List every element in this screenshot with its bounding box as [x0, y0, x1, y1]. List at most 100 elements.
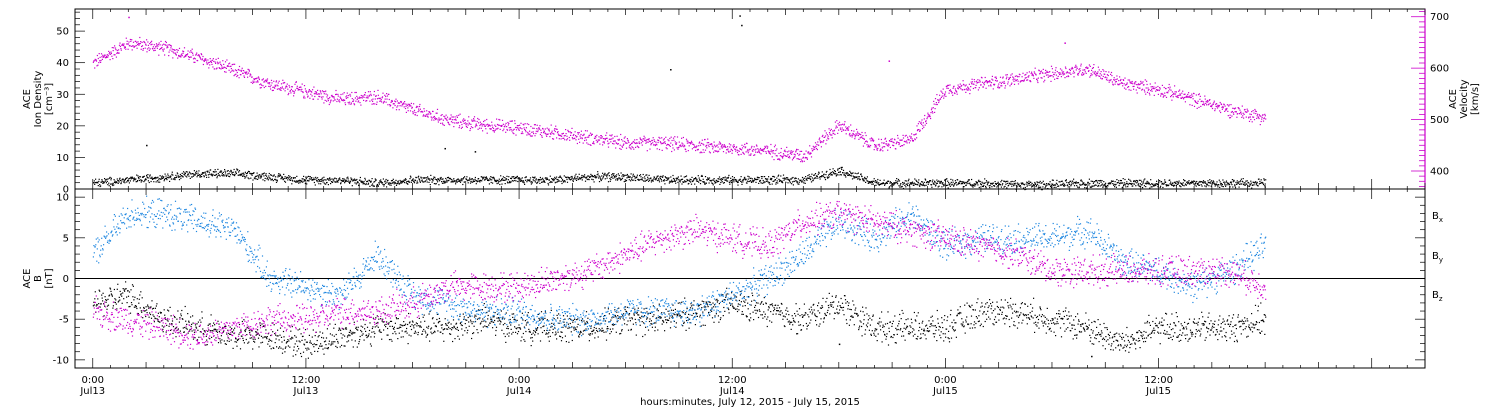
data-point	[919, 185, 921, 187]
data-point	[612, 177, 614, 179]
data-point	[732, 145, 734, 147]
data-point	[1017, 76, 1019, 78]
data-point	[278, 80, 280, 82]
data-point	[764, 146, 767, 148]
data-point	[1001, 85, 1003, 87]
data-point	[767, 150, 769, 152]
data-point	[1135, 81, 1137, 83]
data-point	[252, 179, 254, 181]
data-point	[818, 172, 820, 174]
data-point	[523, 182, 525, 184]
data-point	[177, 173, 179, 175]
data-point	[341, 99, 343, 101]
data-point	[555, 178, 557, 180]
data-point	[113, 54, 115, 56]
data-point	[755, 148, 757, 150]
data-point	[406, 104, 408, 107]
data-point	[873, 149, 875, 151]
data-point	[259, 175, 261, 177]
data-point	[377, 89, 379, 91]
data-point	[895, 143, 897, 145]
data-point	[805, 176, 807, 178]
data-point	[760, 182, 762, 184]
data-point	[1094, 72, 1096, 74]
data-point	[916, 180, 918, 182]
data-point	[331, 94, 333, 96]
data-point	[1054, 184, 1057, 186]
data-point	[437, 178, 439, 180]
data-point	[1139, 83, 1141, 85]
data-point	[996, 186, 998, 188]
data-point	[455, 119, 457, 121]
data-point	[290, 178, 292, 180]
data-point	[790, 178, 792, 180]
data-point	[328, 98, 330, 100]
data-point	[252, 82, 254, 84]
data-point	[198, 55, 200, 57]
data-point	[1231, 115, 1233, 117]
data-point	[398, 102, 400, 104]
data-point	[451, 119, 453, 121]
data-point	[1265, 118, 1267, 120]
data-point	[610, 141, 612, 143]
data-point	[392, 182, 394, 184]
data-point	[575, 135, 577, 137]
data-point	[606, 177, 608, 179]
data-point	[1014, 75, 1016, 77]
data-point	[313, 181, 315, 184]
data-point	[293, 91, 296, 93]
data-point	[494, 124, 496, 126]
data-point	[1000, 85, 1002, 87]
data-point	[343, 92, 345, 94]
data-point	[446, 181, 448, 183]
data-point	[347, 176, 349, 178]
data-point	[879, 145, 881, 147]
data-point	[512, 180, 514, 182]
data-point	[765, 180, 767, 182]
data-point	[441, 181, 443, 183]
data-point	[845, 176, 847, 178]
data-point	[680, 175, 682, 177]
data-point	[1132, 85, 1134, 88]
data-point	[1102, 186, 1104, 188]
data-point	[1008, 78, 1011, 80]
data-point	[274, 87, 276, 89]
data-point	[816, 149, 818, 151]
data-point	[991, 186, 993, 188]
data-point	[1247, 110, 1249, 112]
data-point	[809, 176, 811, 178]
data-point	[1044, 79, 1046, 81]
data-point	[270, 88, 272, 90]
data-point	[1181, 96, 1183, 98]
data-point	[768, 182, 770, 184]
data-point	[139, 42, 141, 45]
data-point	[509, 129, 511, 131]
data-point	[847, 129, 850, 131]
data-point	[351, 91, 353, 94]
data-point	[832, 130, 834, 132]
data-point	[916, 125, 918, 127]
data-point	[1222, 105, 1224, 108]
data-point	[573, 178, 575, 180]
data-point	[932, 179, 934, 181]
data-point	[458, 179, 460, 181]
data-point	[606, 137, 608, 139]
data-point	[480, 179, 482, 181]
data-point	[635, 142, 638, 144]
data-point	[266, 81, 268, 83]
data-point	[401, 105, 403, 107]
data-point	[811, 148, 813, 150]
data-point	[986, 81, 988, 83]
data-point	[344, 181, 347, 183]
data-point	[914, 139, 916, 141]
data-point	[734, 148, 736, 150]
data-point	[668, 144, 670, 146]
data-point	[834, 170, 836, 173]
data-point	[298, 89, 300, 91]
data-point	[1178, 90, 1180, 92]
data-point	[899, 184, 901, 186]
data-point	[187, 174, 189, 176]
data-point	[420, 176, 422, 178]
data-point	[524, 123, 526, 125]
data-point	[621, 139, 623, 141]
